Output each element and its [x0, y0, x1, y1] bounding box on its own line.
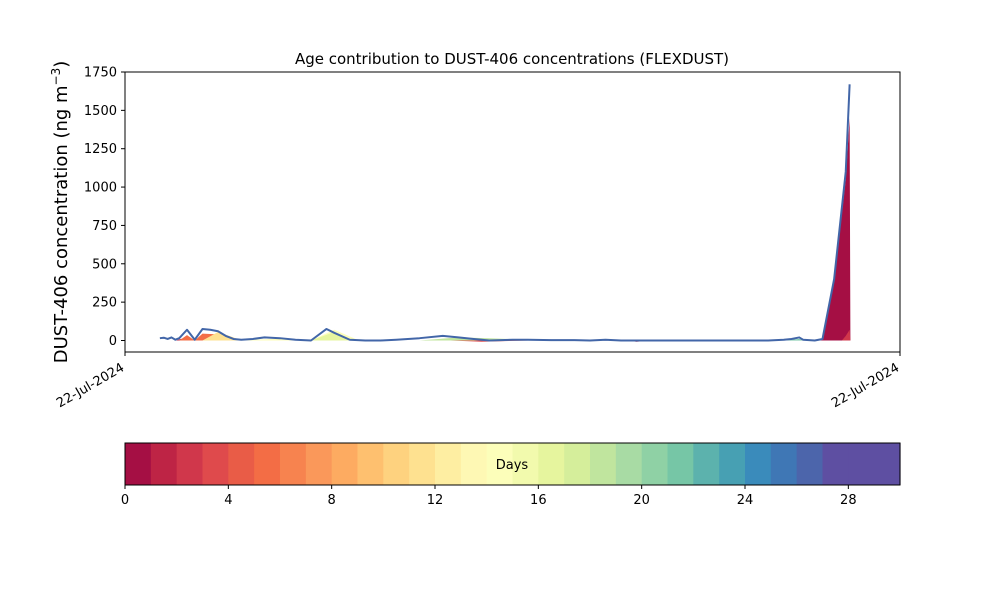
colorbar-segment-21	[667, 443, 694, 485]
colorbar-segment-7	[305, 443, 333, 485]
y-axis-ticks: 0 250 500 750 1000 1250 1500 1750	[84, 66, 125, 349]
colorbar-segment-16	[538, 443, 565, 485]
age-area-day-16-4	[311, 332, 366, 341]
colorbar-segment-11	[409, 443, 436, 485]
colorbar-tick-label-4: 4	[224, 493, 232, 508]
colorbar-segment-13	[460, 443, 488, 485]
colorbar-frame	[124, 442, 901, 486]
x-tick-label-1: 22-Jul-2024	[829, 360, 902, 411]
x-tick-label-0: 22-Jul-2024	[54, 360, 127, 411]
colorbar-segment-4	[228, 443, 255, 485]
colorbar-tick-label-28: 28	[840, 493, 857, 508]
plot-frame	[124, 71, 901, 353]
colorbar-segment-19	[615, 443, 643, 485]
colorbar-segment-0	[125, 443, 152, 485]
y-tick-label-500: 500	[92, 257, 117, 272]
y-tick-label-1250: 1250	[84, 142, 117, 157]
y-tick-label-0: 0	[109, 334, 117, 349]
colorbar-segment-26	[796, 443, 824, 485]
colorbar-segment-23	[719, 443, 746, 485]
colorbar-segment-1	[150, 443, 178, 485]
colorbar-segment-14	[486, 443, 514, 485]
colorbar-tick-label-16: 16	[530, 493, 547, 508]
x-axis-ticks: 22-Jul-2024 22-Jul-2024	[54, 352, 902, 411]
age-area-day-0-9	[810, 118, 851, 341]
y-tick-label-1000: 1000	[84, 181, 117, 196]
colorbar-tick-label-8: 8	[328, 493, 336, 508]
chart-title: Age contribution to DUST-406 concentrati…	[295, 50, 729, 68]
y-tick-label-1750: 1750	[84, 66, 117, 81]
colorbar-segment-22	[693, 443, 720, 485]
plot-areas	[159, 118, 851, 342]
colorbar-tick-label-24: 24	[737, 493, 754, 508]
colorbar-segment-6	[280, 443, 307, 485]
colorbar-segment-9	[357, 443, 384, 485]
colorbar-segment-3	[202, 443, 229, 485]
colorbar-segment-12	[435, 443, 462, 485]
colorbar-tick-label-20: 20	[633, 493, 650, 508]
y-axis-label-text: DUST-406 concentration (ng m	[51, 85, 72, 363]
colorbar-segment-28	[848, 443, 875, 485]
y-axis-label-exponent: −3	[49, 68, 63, 86]
colorbar-segment-5	[254, 443, 281, 485]
colorbar-segment-25	[770, 443, 798, 485]
colorbar	[125, 443, 901, 485]
colorbar-segment-27	[822, 443, 849, 485]
plot-line-group	[159, 84, 851, 342]
colorbar-segment-10	[383, 443, 410, 485]
colorbar-segment-18	[590, 443, 617, 485]
colorbar-segment-17	[564, 443, 591, 485]
age-area-day-11-2	[202, 332, 296, 341]
y-tick-label-250: 250	[92, 296, 117, 311]
y-tick-label-1500: 1500	[84, 104, 117, 119]
colorbar-label: Days	[496, 458, 529, 473]
colorbar-tick-label-0: 0	[121, 493, 129, 508]
y-axis-label-close: )	[51, 61, 72, 68]
colorbar-segment-29	[874, 443, 901, 485]
colorbar-segment-2	[176, 443, 204, 485]
y-tick-label-750: 750	[92, 219, 117, 234]
y-axis-label: DUST-406 concentration (ng m−3)	[49, 61, 72, 364]
colorbar-tick-label-12: 12	[427, 493, 444, 508]
colorbar-segment-8	[331, 443, 359, 485]
colorbar-segment-20	[641, 443, 669, 485]
total-concentration-line	[159, 84, 851, 342]
colorbar-segment-15	[512, 443, 539, 485]
age-area-day-2-10	[841, 329, 851, 341]
colorbar-segment-24	[745, 443, 772, 485]
colorbar-ticks: 0 4 8 12 16 20 24 28	[121, 485, 857, 508]
